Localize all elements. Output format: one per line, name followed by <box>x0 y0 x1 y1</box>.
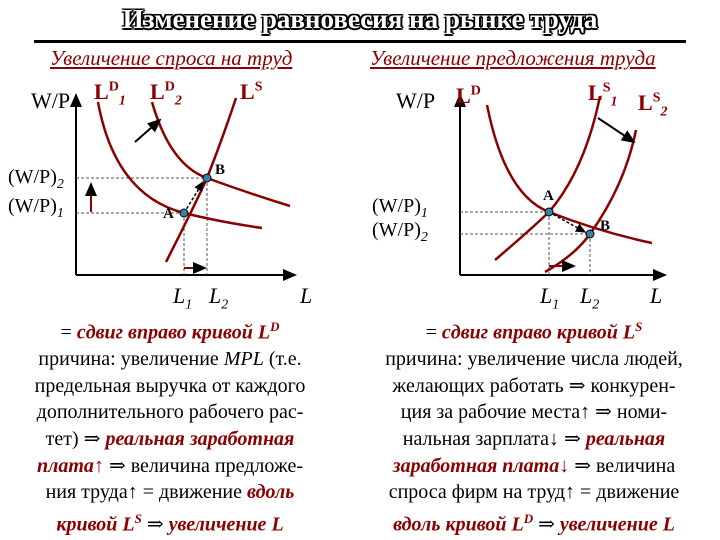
left-explanation: = сдвиг вправо кривой LD причина: увеличе… <box>0 314 340 538</box>
right-wp1-label: (W/P)1 <box>372 195 428 221</box>
left-ls-label: LS <box>240 79 263 104</box>
right-diagram <box>454 93 667 281</box>
explanation-line: вдоль кривой LD ⇒ увеличение L <box>353 506 715 538</box>
right-point-a-label: A <box>543 188 554 204</box>
right-explanation: = сдвиг вправо кривой LS причина: увеличе… <box>353 314 715 538</box>
left-l2-label: L2 <box>209 283 229 313</box>
left-axis-x-label: L <box>300 283 313 308</box>
right-ls2-curve <box>544 129 638 274</box>
left-point-a <box>179 208 189 218</box>
left-point-b-label: B <box>215 162 226 178</box>
left-diagram <box>70 93 297 281</box>
explanation-segment: ния труда↑ = движение <box>45 481 248 504</box>
explanation-segment: спроса фирм на труд↑ = движение <box>388 481 680 504</box>
left-ls-curve <box>164 97 238 263</box>
explanation-segment: вдоль <box>247 481 295 504</box>
right-ld-label: LD <box>456 83 481 108</box>
right-point-a <box>544 207 554 217</box>
right-ld-curve <box>485 104 653 245</box>
right-l2-label: L2 <box>580 283 600 313</box>
explanation-segment: дополнительного рабочего рас- <box>36 401 304 424</box>
right-axis-x-label: L <box>650 283 663 308</box>
explanation-segment: ↑ <box>93 454 104 477</box>
explanation-segment: ция за рабочие места↑ ⇒ номи- <box>400 401 668 424</box>
right-point-b <box>585 229 595 239</box>
explanation-segment: ↓ <box>559 454 570 477</box>
explanation-segment: = <box>425 321 442 344</box>
right-axis-y-label: W/P <box>396 88 436 113</box>
explanation-segment: MPL <box>223 348 264 371</box>
explanation-segment: реальная <box>585 428 666 451</box>
explanation-segment: ⇒ <box>141 513 169 536</box>
explanation-segment: увеличение L <box>168 513 284 536</box>
explanation-segment: причина: увеличение <box>38 348 224 371</box>
explanation-segment: плата <box>36 454 94 477</box>
left-move-arrow <box>183 180 204 214</box>
explanation-line: желающих работать ⇒ конкурен- <box>353 373 715 400</box>
left-point-b <box>202 173 212 183</box>
explanation-segment: ⇒ <box>533 513 560 536</box>
explanation-line: = сдвиг вправо кривой LS <box>353 314 715 346</box>
right-ls1-label: LS1 <box>588 80 618 110</box>
explanation-segment: S <box>134 510 142 526</box>
explanation-line: плата↑ ⇒ величина предложе- <box>0 453 340 480</box>
title-underline <box>34 40 686 43</box>
right-point-b-label: B <box>600 218 611 234</box>
right-ls1-curve <box>494 95 602 261</box>
explanation-segment: D <box>523 510 534 526</box>
explanation-segment: кривой L <box>56 513 135 536</box>
left-ld2-label: LD2 <box>150 79 182 109</box>
right-l1-label: L1 <box>540 283 560 313</box>
explanation-segment: предельная выручка от каждого <box>34 374 306 397</box>
explanation-segment: тет) ⇒ <box>45 428 106 451</box>
explanation-line: ция за рабочие места↑ ⇒ номи- <box>353 399 715 426</box>
right-shift-arrow <box>597 117 636 144</box>
explanation-line: дополнительного рабочего рас- <box>0 399 340 426</box>
explanation-segment: вдоль кривой L <box>393 513 524 536</box>
explanation-line: тет) ⇒ реальная заработная <box>0 426 340 453</box>
explanation-segment: S <box>635 319 643 334</box>
explanation-segment: причина: увеличение числа людей, <box>385 348 683 371</box>
explanation-segment: реальная заработная <box>105 428 295 451</box>
explanation-line: = сдвиг вправо кривой LD <box>0 314 340 346</box>
explanation-segment: = <box>60 321 77 344</box>
right-wp2-label: (W/P)2 <box>372 219 428 245</box>
explanation-line: заработная плата↓ ⇒ величина <box>353 453 715 480</box>
right-subtitle: Увеличение предложения труда <box>370 46 656 70</box>
explanation-line: нальная зарплата↓ ⇒ реальная <box>353 426 715 453</box>
explanation-segment: сдвиг вправо кривой L <box>441 321 636 344</box>
explanation-segment: нальная зарплата↓ ⇒ <box>402 428 586 451</box>
explanation-line: ния труда↑ = движение вдоль <box>0 479 340 506</box>
explanation-segment: желающих работать ⇒ конкурен- <box>392 374 676 397</box>
explanation-segment: ⇒ величина <box>569 454 676 477</box>
left-axis-y-label: W/P <box>31 88 71 113</box>
explanation-line: кривой LS ⇒ увеличение L <box>0 506 340 538</box>
right-ls2-label: LS2 <box>638 90 668 120</box>
left-wp1-label: (W/P)1 <box>8 195 64 221</box>
left-wp2-label: (W/P)2 <box>8 166 64 192</box>
explanation-line: спроса фирм на труд↑ = движение <box>353 479 715 506</box>
explanation-segment: заработная плата <box>392 454 560 477</box>
explanation-segment: сдвиг вправо кривой L <box>76 321 271 344</box>
left-ld1-curve <box>96 101 263 230</box>
explanation-line: причина: увеличение MPL (т.е. <box>0 346 340 373</box>
explanation-segment: ⇒ величина предложе- <box>103 454 303 477</box>
left-ld2-curve <box>150 101 291 208</box>
right-move-arrow <box>548 211 587 233</box>
left-subtitle: Увеличение спроса на труд <box>50 46 293 70</box>
left-ld1-label: LD1 <box>94 79 126 109</box>
left-shift-arrow <box>134 118 162 143</box>
left-point-a-label: A <box>163 206 174 222</box>
explanation-segment: увеличение L <box>559 513 675 536</box>
left-l1-label: L1 <box>173 283 193 313</box>
explanation-segment: D <box>270 319 280 334</box>
explanation-segment: (т.е. <box>263 348 302 371</box>
explanation-line: причина: увеличение числа людей, <box>353 346 715 373</box>
page-title: Изменение равновесия на рынке труда <box>122 4 598 34</box>
explanation-line: предельная выручка от каждого <box>0 373 340 400</box>
